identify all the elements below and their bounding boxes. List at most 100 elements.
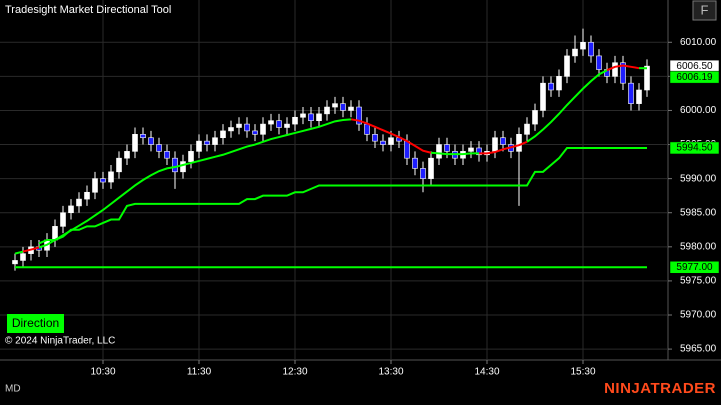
candle-body — [620, 62, 626, 84]
candle-body — [612, 62, 618, 77]
candle-body — [156, 144, 162, 152]
candle-body — [324, 106, 330, 115]
candle-body — [20, 253, 26, 261]
candle-body — [444, 144, 450, 152]
candle-body — [68, 205, 74, 214]
candle-body — [308, 113, 314, 121]
candle-body — [84, 191, 90, 200]
candle-body — [540, 82, 546, 111]
candle-body — [524, 123, 530, 135]
chart-title: Tradesight Market Directional Tool — [5, 4, 171, 16]
candle-body — [196, 140, 202, 152]
candle-body — [228, 127, 234, 132]
brand-logo: NINJATRADER — [604, 380, 716, 397]
copyright: © 2024 NinjaTrader, LLC — [5, 336, 115, 347]
candle-body — [596, 55, 602, 70]
candle-body — [220, 130, 226, 139]
candle-body — [188, 151, 194, 162]
candle-body — [556, 76, 562, 91]
candle-body — [236, 123, 242, 128]
candle-body — [500, 137, 506, 145]
y-tick-label: 6000.00 — [680, 105, 717, 116]
candle-body — [76, 198, 82, 207]
indicator-line — [38, 146, 647, 245]
candle-body — [348, 106, 354, 111]
candle-body — [364, 123, 370, 135]
instrument: MD — [5, 384, 21, 395]
y-tick-label: 5980.00 — [680, 241, 717, 252]
candle-body — [164, 151, 170, 159]
price-marker-label: 6006.50 — [676, 61, 713, 72]
candle-body — [260, 123, 266, 135]
candle-body — [332, 103, 338, 108]
candle-body — [108, 171, 114, 183]
direction-button[interactable] — [7, 314, 64, 333]
candle-body — [564, 55, 570, 77]
price-marker — [669, 141, 720, 155]
indicator-line — [22, 64, 640, 253]
candle-body — [580, 41, 586, 50]
x-tick-label: 10:30 — [90, 367, 115, 378]
candle-body — [468, 147, 474, 152]
y-tick-label: 5990.00 — [680, 173, 717, 184]
candle-body — [212, 137, 218, 145]
candle-body — [420, 168, 426, 179]
candle-body — [636, 89, 642, 104]
candle-body — [292, 116, 298, 125]
candle-body — [204, 140, 210, 145]
candle-body — [572, 48, 578, 57]
corner-button-label[interactable]: F — [701, 2, 709, 17]
candle-body — [388, 137, 394, 145]
price-marker — [669, 70, 720, 84]
candle-body — [644, 65, 650, 91]
overlay: Tradesight Market Directional Tool Direc… — [5, 0, 720, 397]
x-tick-label: 11:30 — [187, 367, 212, 378]
candle-body — [300, 113, 306, 118]
candle-body — [92, 178, 98, 193]
candle-body — [436, 144, 442, 159]
price-marker — [669, 261, 720, 274]
candle-body — [132, 134, 138, 152]
price-marker-label: 5977.00 — [676, 262, 713, 273]
candle-body — [284, 123, 290, 128]
x-tick-label: 13:30 — [378, 367, 403, 378]
plot — [12, 28, 650, 271]
candle-body — [372, 134, 378, 142]
x-tick-label: 14:30 — [474, 367, 499, 378]
candle-body — [116, 157, 122, 173]
candle-body — [516, 134, 522, 152]
candle-body — [492, 137, 498, 152]
candle-body — [404, 140, 410, 159]
candle-body — [268, 120, 274, 125]
candle-body — [252, 130, 258, 135]
candle-body — [380, 140, 386, 145]
candle-body — [180, 161, 186, 173]
direction-button-label[interactable]: Direction — [12, 316, 59, 330]
candle-body — [12, 260, 18, 265]
candle-body — [172, 157, 178, 173]
y-tick-label: 5965.00 — [680, 344, 717, 355]
corner-button[interactable] — [692, 0, 717, 21]
candle-body — [316, 113, 322, 121]
candle-body — [276, 120, 282, 128]
candle-body — [60, 212, 66, 227]
candle-body — [532, 110, 538, 125]
candle-body — [588, 41, 594, 57]
candle-body — [476, 147, 482, 156]
candle-body — [100, 178, 106, 183]
price-marker-label: 5994.50 — [676, 143, 713, 154]
y-tick-label: 5975.00 — [680, 276, 717, 287]
candle-body — [148, 137, 154, 145]
indicator-line — [14, 67, 648, 255]
x-tick-label: 12:30 — [282, 367, 307, 378]
candle-body — [412, 157, 418, 169]
candle-body — [548, 82, 554, 91]
candle-body — [124, 151, 130, 159]
y-tick-label: 6010.00 — [680, 37, 717, 48]
candle-body — [356, 106, 362, 125]
candle-body — [628, 82, 634, 104]
candle-body — [140, 134, 146, 139]
price-marker-label: 6006.19 — [676, 72, 713, 83]
